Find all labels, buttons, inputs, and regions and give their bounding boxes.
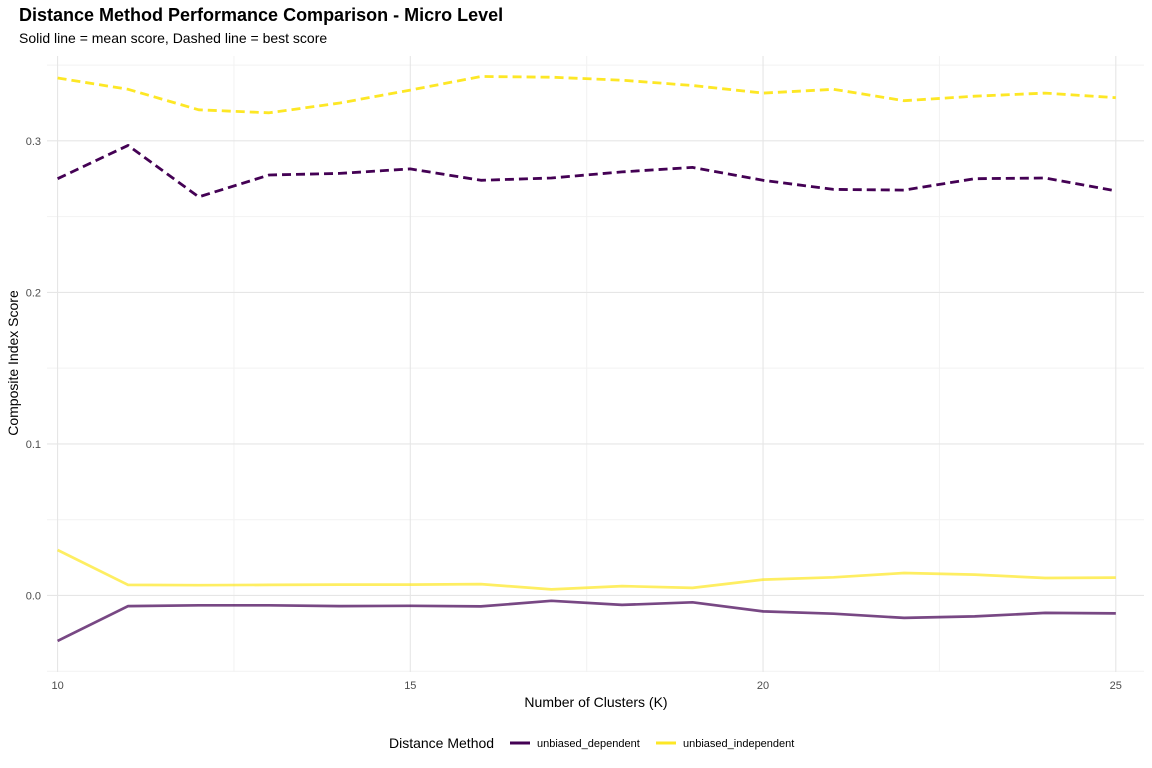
series-lines [57, 75, 1117, 643]
series-line-unbiased-dependent-best [57, 143, 1117, 199]
major-gridlines [47, 56, 1144, 672]
y-tick-label: 0.1 [26, 439, 41, 451]
y-axis-ticks: 0.0 0.1 0.2 0.3 [26, 136, 41, 603]
x-tick-label: 10 [51, 680, 63, 692]
y-tick-label: 0.2 [26, 287, 41, 299]
x-tick-label: 20 [757, 680, 769, 692]
x-axis-ticks: 10 15 20 25 [51, 680, 1121, 692]
legend: Distance Method unbiased_dependent unbia… [389, 735, 794, 751]
y-axis-title: Composite Index Score [5, 290, 21, 436]
series-line-unbiased-dependent-mean [57, 599, 1116, 643]
series-line-unbiased-independent-best [57, 75, 1116, 115]
chart-subtitle: Solid line = mean score, Dashed line = b… [19, 30, 328, 46]
y-tick-label: 0.3 [26, 136, 41, 148]
chart-title: Distance Method Performance Comparison -… [19, 5, 504, 25]
legend-title: Distance Method [389, 735, 494, 751]
y-tick-label: 0.0 [26, 590, 41, 602]
x-tick-label: 15 [404, 680, 416, 692]
series-line-unbiased-independent-mean [57, 548, 1116, 591]
x-tick-label: 25 [1110, 680, 1122, 692]
legend-label-unbiased-independent: unbiased_independent [683, 738, 794, 750]
x-axis-title: Number of Clusters (K) [524, 694, 667, 710]
minor-gridlines [47, 56, 1144, 672]
legend-label-unbiased-dependent: unbiased_dependent [537, 738, 640, 750]
